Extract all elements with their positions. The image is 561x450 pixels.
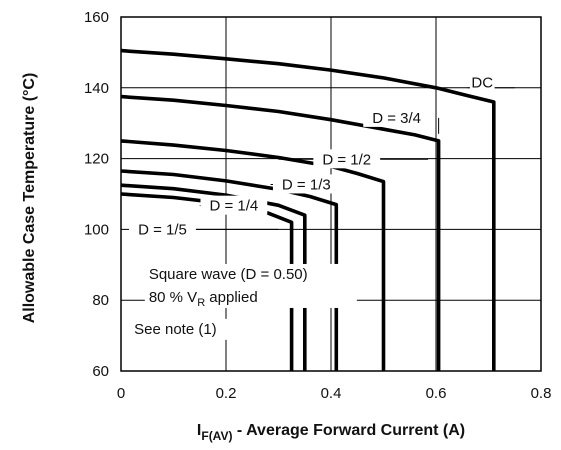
y-tick-label: 80 [92,292,109,309]
y-tick-label: 120 [84,151,109,168]
series-curve-d-3-4 [120,94,441,371]
x-tick-label: 0.6 [426,385,447,402]
annotation-vr-applied: 80 % VR applied [149,289,258,309]
series-curve-dc [120,48,496,371]
label-background [363,107,431,127]
x-axis-label: IF(AV) - Average Forward Current (A) [197,422,465,443]
label-background [129,219,196,239]
series-label: D = 1/3 [282,176,331,193]
series-label: D = 1/5 [138,221,187,238]
x-tick-label: 0 [117,385,125,402]
series-label: D = 3/4 [372,110,421,127]
x-tick-label: 0.2 [216,385,237,402]
y-axis-label: Allowable Case Temperature (°C) [21,73,38,324]
series-labels: DC D = 3/4 D = 1/2 D = 1/3 D = 1/4 D = 1/5 [129,72,515,239]
x-tick-label: 0.8 [531,385,552,402]
y-tick-label: 160 [84,9,109,26]
plot-frame [120,16,542,372]
annotation-background [130,318,241,340]
label-background [469,72,495,92]
annotation-square-wave: Square wave (D = 0.50) [149,266,308,283]
label-background [200,195,268,215]
series-label: D = 1/4 [209,198,258,215]
label-background [313,149,381,169]
y-tick-label: 100 [84,221,109,238]
series-curve-d-1-2 [120,139,386,371]
series-label: DC [471,74,493,91]
annotation-see-note: See note (1) [134,321,217,338]
series-label: D = 1/2 [322,151,371,168]
annotation-background [144,263,357,308]
x-tick-label: 0.4 [321,385,342,402]
annotations: Square wave (D = 0.50) 80 % VR applied See… [130,263,357,340]
y-tick-label: 60 [92,363,109,380]
y-tick-label: 140 [84,80,109,97]
tick-labels: 0 0.2 0.4 0.6 0.8 60 80 100 120 140 160 [84,9,551,402]
label-background [272,174,340,194]
